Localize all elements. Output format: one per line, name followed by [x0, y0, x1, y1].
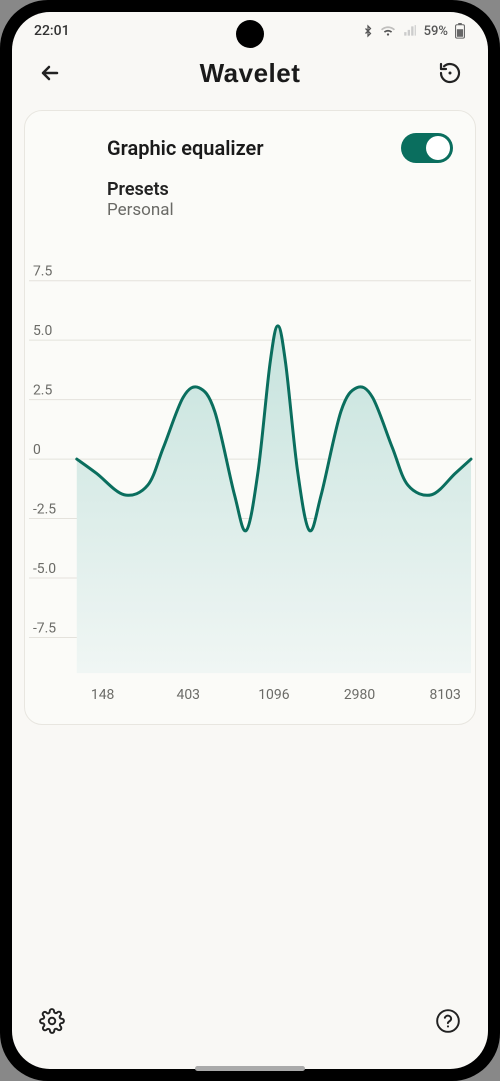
- settings-button[interactable]: [32, 1001, 72, 1041]
- equalizer-card: Graphic equalizer Presets Personal 7.5 5.…: [24, 110, 476, 725]
- app-bar: Wavelet: [12, 44, 488, 102]
- camera-notch: [236, 20, 264, 48]
- reset-button[interactable]: [430, 53, 470, 93]
- phone-frame: 22:01 59% Wavelet: [0, 0, 500, 1081]
- eq-chart: 7.5 5.0 2.5 0 -2.5 -5.0 -7.5 148 403 1096 2980 8103: [25, 234, 475, 714]
- svg-text:2.5: 2.5: [33, 383, 52, 399]
- help-icon: [435, 1008, 461, 1034]
- screen: 22:01 59% Wavelet: [12, 12, 488, 1069]
- battery-text: 59%: [424, 24, 448, 39]
- svg-text:8103: 8103: [429, 687, 460, 703]
- app-title: Wavelet: [70, 58, 430, 89]
- help-button[interactable]: [428, 1001, 468, 1041]
- battery-icon: [454, 23, 466, 39]
- svg-text:148: 148: [91, 687, 115, 703]
- presets-label: Presets: [107, 179, 453, 200]
- gear-icon: [39, 1008, 65, 1034]
- wifi-icon: [380, 24, 396, 38]
- svg-text:2980: 2980: [344, 687, 375, 703]
- presets-row[interactable]: Presets Personal: [25, 177, 475, 234]
- equalizer-toggle[interactable]: [401, 133, 453, 163]
- bottom-bar: [12, 1001, 488, 1041]
- signal-icon: [402, 24, 418, 38]
- back-button[interactable]: [30, 53, 70, 93]
- svg-text:-2.5: -2.5: [33, 502, 56, 518]
- arrow-back-icon: [38, 61, 62, 85]
- equalizer-header-row: Graphic equalizer: [25, 129, 475, 177]
- svg-text:403: 403: [177, 687, 200, 703]
- nav-handle: [195, 1066, 305, 1071]
- svg-text:-5.0: -5.0: [33, 561, 56, 577]
- eq-chart-svg: 7.5 5.0 2.5 0 -2.5 -5.0 -7.5 148 403 1096 2980 8103: [25, 234, 475, 714]
- history-icon: [438, 61, 462, 85]
- svg-text:1096: 1096: [258, 687, 289, 703]
- svg-text:0: 0: [33, 442, 41, 458]
- status-right: 59%: [362, 23, 466, 39]
- svg-text:5.0: 5.0: [33, 323, 52, 339]
- svg-text:7.5: 7.5: [33, 264, 52, 280]
- status-time: 22:01: [34, 23, 70, 39]
- section-title: Graphic equalizer: [107, 136, 264, 160]
- svg-text:-7.5: -7.5: [33, 620, 56, 636]
- bluetooth-icon: [362, 24, 374, 38]
- presets-value: Personal: [107, 200, 453, 220]
